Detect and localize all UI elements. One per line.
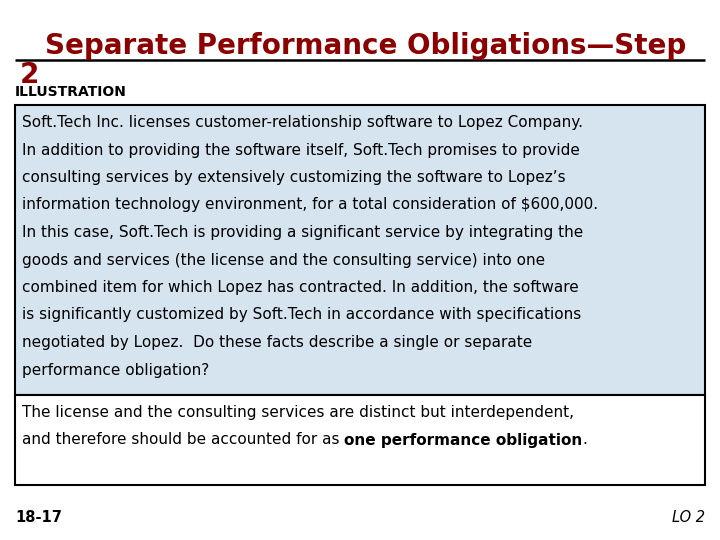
Text: In this case, Soft.Tech is providing a significant service by integrating the: In this case, Soft.Tech is providing a s… <box>22 225 583 240</box>
Text: consulting services by extensively customizing the software to Lopez’s: consulting services by extensively custo… <box>22 170 566 185</box>
Text: The license and the consulting services are distinct but interdependent,: The license and the consulting services … <box>22 405 574 420</box>
Bar <box>15 395 705 485</box>
Text: 2: 2 <box>20 61 40 89</box>
Text: is significantly customized by Soft.Tech in accordance with specifications: is significantly customized by Soft.Tech… <box>22 307 581 322</box>
Text: performance obligation?: performance obligation? <box>22 362 210 377</box>
Text: combined item for which Lopez has contracted. In addition, the software: combined item for which Lopez has contra… <box>22 280 579 295</box>
Text: goods and services (the license and the consulting service) into one: goods and services (the license and the … <box>22 253 545 267</box>
Bar <box>15 105 705 395</box>
Text: Separate Performance Obligations—Step: Separate Performance Obligations—Step <box>45 32 686 60</box>
Text: ILLUSTRATION: ILLUSTRATION <box>15 85 127 99</box>
Text: In addition to providing the software itself, Soft.Tech promises to provide: In addition to providing the software it… <box>22 143 580 158</box>
Text: Soft.Tech Inc. licenses customer-relationship software to Lopez Company.: Soft.Tech Inc. licenses customer-relatio… <box>22 115 583 130</box>
Text: 18-17: 18-17 <box>15 510 62 525</box>
Text: and therefore should be accounted for as: and therefore should be accounted for as <box>22 433 344 448</box>
Text: negotiated by Lopez.  Do these facts describe a single or separate: negotiated by Lopez. Do these facts desc… <box>22 335 532 350</box>
Text: one performance obligation: one performance obligation <box>344 433 582 448</box>
Text: information technology environment, for a total consideration of $600,000.: information technology environment, for … <box>22 198 598 213</box>
Text: .: . <box>582 433 588 448</box>
Text: LO 2: LO 2 <box>672 510 705 525</box>
